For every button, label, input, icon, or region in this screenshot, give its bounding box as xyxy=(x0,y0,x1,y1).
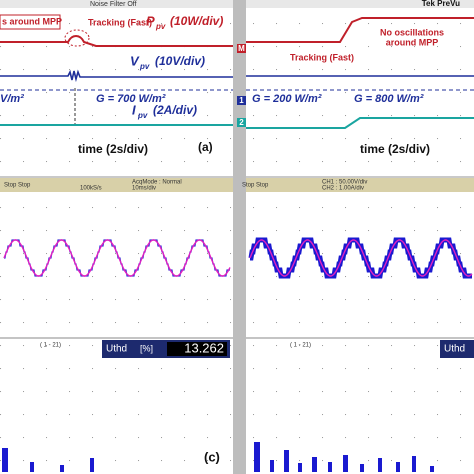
grid xyxy=(0,192,233,474)
label: pv xyxy=(137,111,148,120)
power-trace xyxy=(246,17,474,43)
harmonic-bars xyxy=(2,442,434,472)
divider xyxy=(233,0,246,474)
status-text: Stop Stop xyxy=(4,183,31,189)
voltage-trace xyxy=(0,69,233,83)
label: pv xyxy=(155,22,166,31)
label: G = 800 W/m² xyxy=(354,93,424,105)
header-bar xyxy=(237,178,474,192)
current-wave xyxy=(3,239,231,277)
marker: M xyxy=(238,44,245,53)
label: time (2s/div) xyxy=(78,142,148,156)
label: ( 1 - 21) xyxy=(290,343,311,349)
label: (10V/div) xyxy=(155,54,205,68)
label: G = 700 W/m² xyxy=(96,93,166,105)
note-box xyxy=(0,14,61,30)
label: V/m² xyxy=(0,93,24,105)
marker: 1 xyxy=(239,96,244,105)
label: G = 200 W/m² xyxy=(252,93,322,105)
label: (10W/div) xyxy=(170,14,223,28)
label: 100kS/s xyxy=(80,186,102,192)
label: 10ms/div xyxy=(132,186,156,192)
label: Tracking (Fast) xyxy=(88,17,152,27)
label-bg xyxy=(250,92,336,106)
label: No oscillations xyxy=(380,27,444,37)
voltage-wave xyxy=(248,237,472,279)
current-wave xyxy=(249,239,473,277)
label: pv xyxy=(139,62,150,71)
label-bg xyxy=(92,92,192,106)
current-trace xyxy=(246,117,474,129)
label: V xyxy=(130,53,140,68)
label: [%] xyxy=(140,343,153,353)
label: AcqMode : Normal xyxy=(132,180,182,186)
label: Tracking (Fast) xyxy=(290,52,354,62)
waveforms xyxy=(3,237,473,279)
thd-value-box xyxy=(167,342,227,356)
label: CH1 : 50.00V/div xyxy=(322,180,367,186)
thd-value: 13.262 xyxy=(184,340,224,355)
label: I xyxy=(132,102,136,117)
label: s around MPP xyxy=(2,16,62,26)
status-text: Stop Stop xyxy=(242,183,269,189)
highlight xyxy=(64,29,90,47)
label: around MPP xyxy=(386,37,439,47)
header-bar xyxy=(0,178,233,192)
thd-box xyxy=(440,340,474,358)
label-bg xyxy=(352,92,444,106)
label: Uthd xyxy=(106,344,127,355)
label: time (2s/div) xyxy=(360,142,430,156)
marker-tag xyxy=(237,96,246,105)
status-text: Noise Filter Off xyxy=(90,1,137,8)
status-text: Tek PreVu xyxy=(422,0,460,8)
power-trace xyxy=(0,35,233,47)
marker-tag xyxy=(237,118,246,127)
label-bg xyxy=(0,92,30,106)
marker-tag xyxy=(237,44,246,53)
label: (a) xyxy=(198,140,213,154)
marker: 2 xyxy=(239,118,244,127)
label: P xyxy=(146,13,155,28)
label: Uthd xyxy=(444,344,465,355)
label: (2A/div) xyxy=(153,103,197,117)
label: ( 1 - 21) xyxy=(40,343,61,349)
grid xyxy=(246,192,474,474)
label: CH2 : 1.00A/div xyxy=(322,186,364,192)
label: (c) xyxy=(204,449,220,464)
